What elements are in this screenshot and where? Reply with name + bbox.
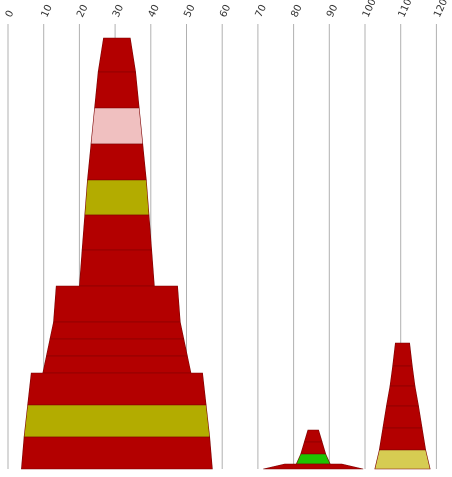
x-tick-label: 20 xyxy=(75,3,90,19)
stack-3 xyxy=(374,342,431,470)
stack-1-segment-10 xyxy=(46,338,188,357)
stack-1-segment-5 xyxy=(84,179,150,216)
stack-1-segment-8 xyxy=(53,285,181,323)
x-tick-label: 80 xyxy=(289,3,304,19)
stack-3-segment-6 xyxy=(374,449,431,470)
stack-2-segment-2 xyxy=(300,441,327,455)
stack-1-segment-14 xyxy=(21,436,213,470)
stack-1-segment-3 xyxy=(90,107,144,145)
stack-2 xyxy=(263,429,364,470)
stack-1-segment-9 xyxy=(49,321,185,340)
stack-3-segment-1 xyxy=(392,342,413,367)
x-tick-label: 60 xyxy=(218,3,233,19)
x-tick-label: 110 xyxy=(396,0,414,19)
x-tick-label: 70 xyxy=(254,3,269,19)
x-tick-label: 10 xyxy=(39,3,54,19)
x-tick-label: 40 xyxy=(147,3,162,19)
stack-1-segment-4 xyxy=(87,143,147,181)
stacks-group xyxy=(21,37,431,470)
x-tick-labels: 0 10 20 30 40 50 60 70 80 90 100 110 120 xyxy=(4,0,450,19)
stack-3-segment-4 xyxy=(382,405,423,429)
x-tick-label: 120 xyxy=(432,0,450,19)
stack-1-segment-7 xyxy=(79,249,155,287)
x-tick-label: 30 xyxy=(111,3,126,19)
stack-1-segment-13 xyxy=(23,404,211,438)
stack-1-segment-1 xyxy=(97,37,136,73)
stack-3-segment-3 xyxy=(386,385,419,407)
stack-2-segment-3 xyxy=(295,453,331,465)
stack-3-segment-2 xyxy=(389,365,416,387)
stack-1-segment-11 xyxy=(42,355,192,374)
x-tick-label: 90 xyxy=(325,3,340,19)
x-tick-label: 50 xyxy=(182,3,197,19)
stack-1-segment-2 xyxy=(94,71,140,109)
stack-1 xyxy=(21,37,213,470)
stack-2-segment-4 xyxy=(263,463,364,470)
stack-3-segment-5 xyxy=(378,427,427,451)
x-tick-label: 0 xyxy=(4,9,17,19)
x-tick-label: 100 xyxy=(361,0,379,19)
stack-2-segment-1 xyxy=(303,429,323,443)
stack-1-segment-12 xyxy=(27,372,207,406)
stack-1-segment-6 xyxy=(81,214,153,251)
